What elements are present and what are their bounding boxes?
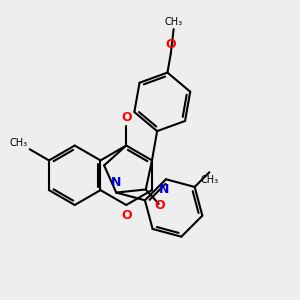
Text: CH₃: CH₃ (165, 17, 183, 27)
Text: O: O (121, 209, 131, 222)
Text: N: N (159, 183, 170, 196)
Text: O: O (155, 199, 165, 212)
Text: O: O (121, 111, 131, 124)
Text: CH₃: CH₃ (10, 138, 28, 148)
Text: CH₃: CH₃ (200, 175, 218, 185)
Text: N: N (111, 176, 122, 189)
Text: O: O (166, 38, 176, 51)
